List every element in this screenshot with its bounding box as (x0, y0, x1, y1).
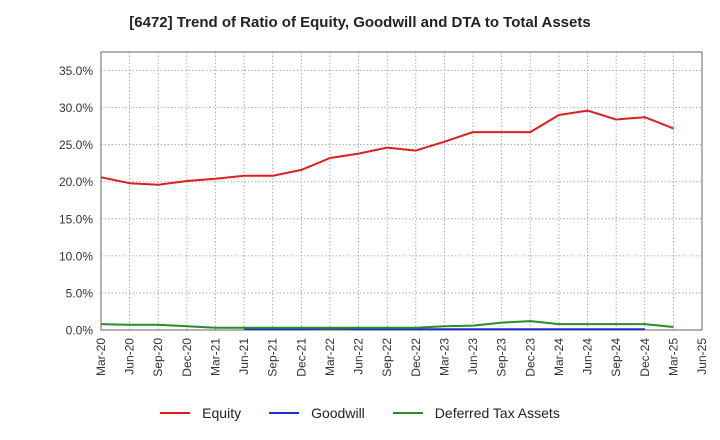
y-tick-label: 30.0% (59, 101, 93, 115)
legend-item-equity: Equity (160, 405, 241, 421)
x-tick-label: Sep-23 (495, 338, 509, 377)
y-tick-label: 15.0% (59, 212, 93, 226)
x-tick-label: Sep-21 (266, 338, 280, 377)
x-tick-label: Sep-22 (380, 338, 394, 377)
x-tick-label: Sep-20 (151, 338, 165, 377)
legend-item-goodwill: Goodwill (269, 405, 365, 421)
legend-item-dta: Deferred Tax Assets (392, 405, 560, 421)
y-tick-label: 0.0% (66, 324, 94, 338)
y-tick-label: 10.0% (59, 249, 93, 263)
series-line-goodwill (244, 327, 645, 331)
axes: 0.0% 5.0% 10.0% 15.0% 20.0% 25.0% 30.0% 35.0% Ma… (59, 51, 709, 377)
y-tick-label: 25.0% (59, 138, 93, 152)
x-tick-label: Mar-20 (94, 338, 108, 376)
x-tick-label: Jun-23 (466, 338, 480, 375)
x-tick-label: Jun-25 (695, 338, 709, 375)
x-tick-label: Dec-21 (294, 338, 308, 377)
x-tick-label: Mar-23 (437, 338, 451, 376)
legend-swatch-goodwill (269, 412, 300, 414)
legend-swatch-equity (160, 412, 191, 414)
x-tick-label: Jun-21 (237, 338, 251, 375)
legend: Equity Goodwill Deferred Tax Assets (0, 405, 720, 421)
y-tick-label: 20.0% (59, 175, 93, 189)
legend-label-dta: Deferred Tax Assets (434, 405, 560, 421)
x-tick-label: Sep-24 (609, 338, 623, 377)
x-tick-label: Jun-20 (123, 338, 137, 375)
x-tick-label: Dec-24 (638, 338, 652, 377)
x-tick-label: Mar-24 (552, 338, 566, 376)
legend-label-goodwill: Goodwill (311, 405, 365, 421)
x-tick-label: Jun-24 (581, 338, 595, 375)
x-tick-label: Mar-21 (208, 338, 222, 376)
legend-swatch-dta (392, 412, 423, 414)
x-tick-label: Mar-25 (666, 338, 680, 376)
y-tick-label: 35.0% (59, 64, 93, 78)
x-tick-label: Dec-20 (180, 338, 194, 377)
x-tick-label: Mar-22 (323, 338, 337, 376)
legend-label-equity: Equity (202, 405, 242, 421)
x-tick-label: Dec-23 (523, 338, 537, 377)
y-tick-label: 5.0% (66, 286, 94, 300)
plot-frame (100, 51, 703, 331)
series-lines (100, 109, 674, 331)
grid (100, 52, 703, 331)
x-tick-label: Dec-22 (409, 338, 423, 377)
series-line-deferred-tax-assets (100, 320, 674, 329)
series-line-equity (100, 109, 674, 186)
x-tick-label: Jun-22 (352, 338, 366, 375)
chart-title: [6472] Trend of Ratio of Equity, Goodwil… (129, 14, 591, 31)
